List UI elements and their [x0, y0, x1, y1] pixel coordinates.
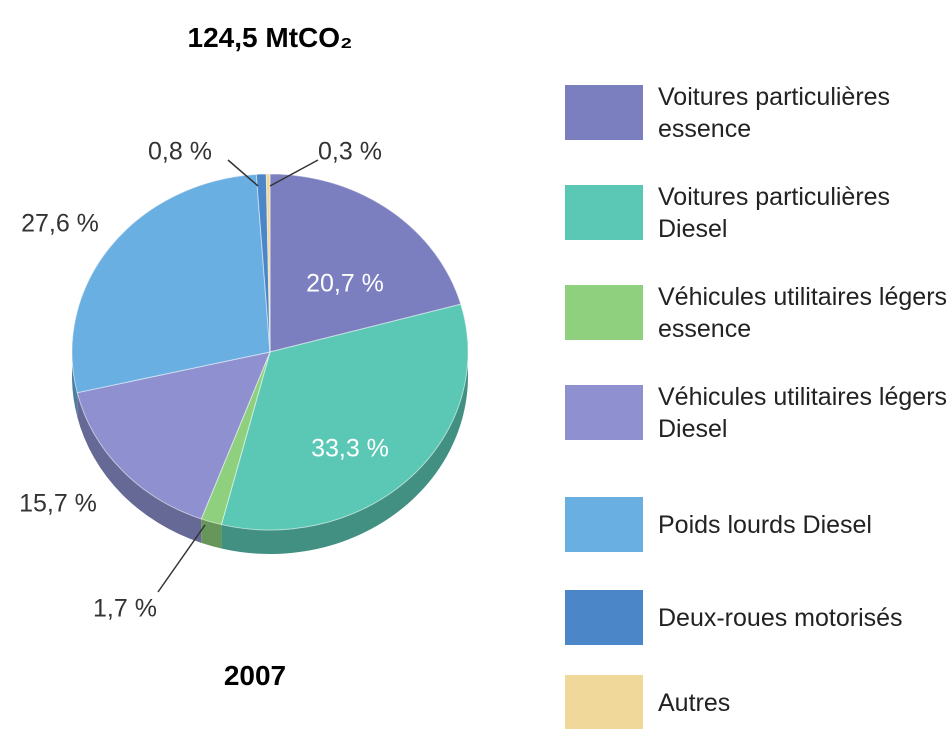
legend-swatch — [565, 285, 643, 340]
data-label: 15,7 % — [19, 490, 97, 518]
pie-side — [201, 518, 222, 549]
pie-slice — [269, 173, 462, 353]
legend-swatch — [565, 385, 643, 440]
data-label: 0,8 % — [148, 138, 212, 166]
legend-swatch — [565, 675, 643, 729]
leader-line — [269, 159, 319, 187]
legend-swatch — [565, 590, 643, 645]
pie-side — [221, 304, 468, 554]
chart-subtitle: 2007 — [223, 660, 287, 691]
legend-label: Véhicules utilitaires légers Diesel — [658, 382, 948, 443]
data-label: 20,7 % — [306, 270, 384, 298]
data-label: 1,7 % — [93, 595, 157, 623]
pie-slice — [71, 173, 271, 394]
data-label: 0,3 % — [318, 138, 382, 166]
legend-label: Voitures particulières Diesel — [658, 182, 891, 243]
data-label: 33,3 % — [311, 435, 389, 463]
pie-area: 20,7 % 33,3 % 1,7 % 15,7 % 27,6 % 0,8 % 0,3 % — [19, 138, 469, 623]
legend-label: Autres — [658, 688, 731, 717]
pie-side — [77, 392, 202, 543]
legend-swatch — [565, 85, 643, 140]
pie-slice — [265, 173, 271, 353]
pie-slice — [76, 351, 271, 520]
legend-label: Deux-roues motorisés — [658, 603, 903, 632]
pie-slice — [220, 303, 469, 531]
data-label: 27,6 % — [21, 210, 99, 238]
legend-label: Véhicules utilitaires légers essence — [658, 282, 948, 343]
legend-swatch — [565, 185, 643, 240]
chart-title: 124,5 MtCO₂ — [187, 22, 353, 53]
legend-label: Poids lourds Diesel — [658, 510, 872, 539]
leader-line — [227, 159, 259, 187]
legend-swatch — [565, 497, 643, 552]
leader-line — [157, 524, 206, 593]
legend-label: Voitures particulières essence — [658, 82, 891, 143]
